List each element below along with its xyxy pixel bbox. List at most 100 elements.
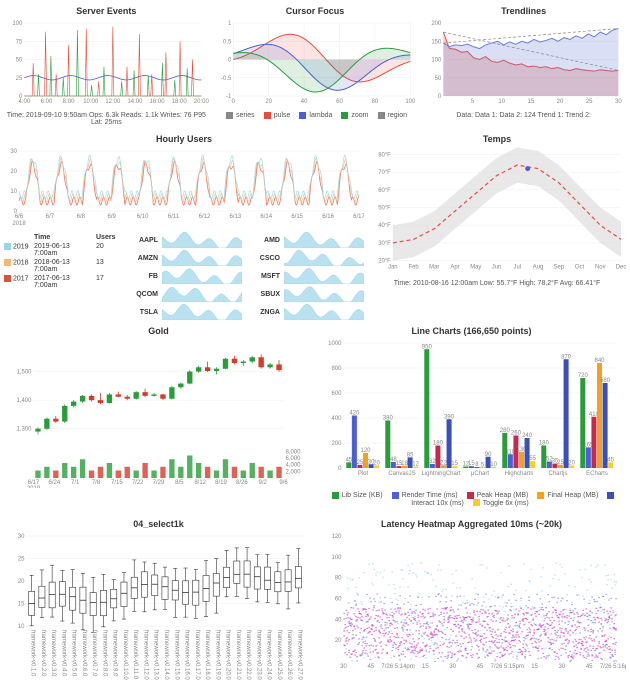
ticker-label: QCOM — [128, 291, 158, 298]
svg-text:Mar: Mar — [429, 265, 439, 271]
hourly-users-panel: Hourly Users 01020306/620186/76/86/96/10… — [4, 132, 364, 320]
svg-text:7/8: 7/8 — [92, 480, 101, 486]
svg-text:30: 30 — [340, 664, 347, 670]
svg-text:framework-v0.18.0: framework-v0.18.0 — [204, 630, 210, 680]
svg-text:25: 25 — [18, 556, 25, 562]
temps-legend: Time: 2010-08-16 12:00am Low: 55.7°F Hig… — [368, 278, 626, 289]
trendlines-title: Trendlines — [421, 4, 626, 18]
sparkline-fb[interactable]: FB — [128, 268, 242, 284]
server-events-panel: Server Events 02550751004:006:008:0010:0… — [4, 4, 209, 128]
server-events-chart[interactable]: 02550751004:006:008:0010:0012:0014:0016:… — [4, 18, 209, 108]
svg-text:framework-v0.22.0: framework-v0.22.0 — [245, 630, 251, 680]
svg-text:8/26: 8/26 — [236, 480, 248, 486]
svg-text:950: 950 — [422, 344, 433, 350]
svg-text:framework-v0.16.0: framework-v0.16.0 — [184, 630, 190, 680]
select1k-chart[interactable]: 1015202530framework-v0.1.0framework-v0.2… — [4, 531, 313, 681]
sparkline-aapl[interactable]: AAPL — [128, 232, 242, 248]
svg-text:framework-v0.24.0: framework-v0.24.0 — [266, 630, 272, 680]
svg-text:240: 240 — [522, 433, 533, 439]
svg-text:7/22: 7/22 — [132, 480, 144, 486]
svg-text:Apr: Apr — [450, 265, 459, 271]
svg-text:280: 280 — [500, 428, 511, 434]
trendlines-legend: Data: Data 1: Data 2: 124 Trend 1: Trend… — [421, 110, 626, 121]
line-charts-bars-legend: Lib Size (KB)Render Time (ms)Peak Heap (… — [317, 490, 626, 509]
svg-text:6/15: 6/15 — [291, 214, 303, 220]
svg-text:framework-v0.14.0: framework-v0.14.0 — [163, 630, 169, 680]
select1k-title: 04_select1k — [4, 517, 313, 531]
svg-text:May: May — [470, 265, 481, 271]
sparkline-tsla[interactable]: TSLA — [128, 304, 242, 320]
sparkline-znga[interactable]: ZNGA — [250, 304, 364, 320]
ticker-label: TSLA — [128, 309, 158, 316]
trendlines-panel: Trendlines 05010015020051015202530 Data:… — [421, 4, 626, 128]
cursor-focus-chart[interactable]: 020406080100-1-0.500.51 — [213, 18, 418, 108]
line-charts-bars-panel: Line Charts (166,650 points) 02004006008… — [317, 324, 626, 509]
svg-text:80°F: 80°F — [378, 152, 391, 158]
svg-text:2019: 2019 — [27, 486, 41, 488]
hourly-users-chart[interactable]: 01020306/620186/76/86/96/106/116/126/136… — [4, 146, 364, 226]
sparkline-qcom[interactable]: QCOM — [128, 286, 242, 302]
svg-text:380: 380 — [383, 416, 394, 422]
svg-text:80: 80 — [371, 99, 378, 105]
svg-text:200: 200 — [432, 21, 443, 27]
svg-text:100: 100 — [12, 21, 23, 27]
sparkline-amd[interactable]: AMD — [250, 232, 364, 248]
svg-text:1: 1 — [228, 21, 232, 27]
sparkline-sbux[interactable]: SBUX — [250, 286, 364, 302]
ticker-label: SBUX — [250, 291, 280, 298]
svg-text:μChart: μChart — [471, 471, 489, 477]
svg-text:180: 180 — [433, 441, 444, 447]
svg-text:framework-v0.27.0: framework-v0.27.0 — [296, 630, 302, 680]
temps-chart[interactable]: 20°F30°F40°F50°F60°F70°F80°FJanFebMarApr… — [368, 146, 626, 276]
svg-text:framework-v0.7.0: framework-v0.7.0 — [91, 630, 97, 677]
svg-text:45: 45 — [367, 664, 374, 670]
svg-text:framework-v0.8.0: framework-v0.8.0 — [101, 630, 107, 677]
svg-text:CanvasJS: CanvasJS — [388, 471, 415, 477]
line-charts-bars-chart[interactable]: 02004006008001000Plot45420251203020Canva… — [317, 338, 626, 488]
svg-text:9/2: 9/2 — [258, 480, 267, 486]
ticker-label: AMD — [250, 237, 280, 244]
svg-text:framework-v0.23.0: framework-v0.23.0 — [255, 630, 261, 680]
cursor-focus-panel: Cursor Focus 020406080100-1-0.500.51 ser… — [213, 4, 418, 128]
svg-text:10: 10 — [18, 624, 25, 630]
svg-text:4,000: 4,000 — [286, 463, 302, 469]
trendlines-chart[interactable]: 05010015020051015202530 — [421, 18, 626, 108]
svg-text:6/6: 6/6 — [15, 214, 24, 220]
svg-text:150: 150 — [432, 39, 443, 45]
sparkline-csco[interactable]: CSCO — [250, 250, 364, 266]
svg-text:1000: 1000 — [328, 341, 342, 347]
sparkline-msft[interactable]: MSFT — [250, 268, 364, 284]
svg-text:8/19: 8/19 — [215, 480, 227, 486]
svg-text:20: 20 — [568, 461, 575, 467]
svg-text:8/12: 8/12 — [194, 480, 206, 486]
svg-text:Jul: Jul — [514, 265, 522, 271]
svg-text:420: 420 — [349, 411, 360, 417]
svg-text:framework-v0.3.0: framework-v0.3.0 — [50, 630, 56, 677]
svg-text:32: 32 — [429, 459, 436, 465]
sparkline-amzn[interactable]: AMZN — [128, 250, 242, 266]
svg-text:7/1: 7/1 — [71, 480, 80, 486]
svg-text:50: 50 — [435, 76, 442, 82]
svg-text:85: 85 — [407, 452, 414, 458]
svg-text:20: 20 — [373, 461, 380, 467]
svg-text:6/16: 6/16 — [322, 214, 334, 220]
svg-text:Sep: Sep — [554, 265, 565, 271]
svg-text:Feb: Feb — [408, 265, 419, 271]
svg-text:6/11: 6/11 — [168, 214, 180, 220]
svg-text:45: 45 — [345, 457, 352, 463]
svg-text:600: 600 — [331, 391, 342, 397]
select1k-panel: 04_select1k 1015202530framework-v0.1.0fr… — [4, 517, 313, 683]
svg-text:75: 75 — [16, 39, 23, 45]
svg-text:60°F: 60°F — [378, 188, 391, 194]
hourly-legend-table: TimeUsers20192019-06-13 7:00am2020182018… — [4, 232, 124, 320]
heatmap-chart[interactable]: 2040608010012030457/26 5:14pm1530457/26 … — [317, 531, 626, 681]
svg-text:30: 30 — [10, 149, 17, 155]
svg-text:5: 5 — [471, 99, 475, 105]
svg-text:8/5: 8/5 — [175, 480, 184, 486]
ticker-label: CSCO — [250, 255, 280, 262]
gold-chart[interactable]: 1,3001,4001,5002,0004,0006,0008,0006/172… — [4, 338, 313, 488]
line-charts-bars-title: Line Charts (166,650 points) — [317, 324, 626, 338]
cursor-focus-legend: seriespulselambdazoomregion — [213, 110, 418, 121]
svg-text:100: 100 — [432, 58, 443, 64]
svg-text:50: 50 — [16, 58, 23, 64]
